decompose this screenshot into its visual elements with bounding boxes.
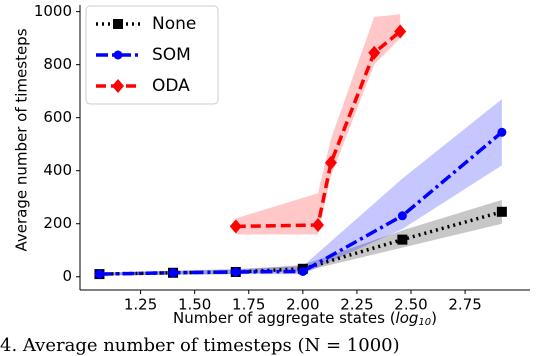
y-tick-label: 400 (43, 161, 72, 179)
marker (113, 19, 123, 29)
x-label-close: ) (431, 309, 437, 327)
marker (113, 50, 123, 60)
marker (397, 211, 407, 221)
y-tick-label: 1000 (34, 2, 72, 20)
marker (368, 45, 381, 60)
marker (168, 268, 178, 278)
confidence-band (99, 199, 502, 276)
x-tick-label: 2.75 (448, 296, 481, 314)
y-tick-label: 600 (43, 108, 72, 126)
marker (112, 79, 124, 93)
x-tick-label: 2.50 (394, 296, 427, 314)
series-line (235, 30, 402, 229)
series-line (99, 130, 503, 276)
y-tick-label: 800 (43, 55, 72, 73)
legend-label: None (152, 14, 196, 34)
x-axis-label: Number of aggregate states (log10) (173, 309, 437, 329)
marker (397, 234, 408, 245)
legend-box (85, 5, 219, 105)
x-tick-label: 1.75 (232, 296, 265, 314)
legend-label: SOM (152, 45, 191, 65)
y-tick-label: 200 (43, 214, 72, 232)
x-tick-label: 2.00 (286, 296, 319, 314)
x-tick-label: 1.50 (178, 296, 211, 314)
caption: 4. Average number of timesteps (N = 1000… (0, 335, 400, 356)
x-label-text: Number of aggregate states ( (173, 309, 396, 327)
marker (298, 266, 308, 276)
marker (231, 267, 241, 277)
marker (496, 206, 507, 217)
marker (394, 24, 407, 39)
confidence-band (99, 99, 502, 276)
x-label-log: log (396, 309, 419, 327)
marker (229, 219, 242, 234)
marker (94, 269, 104, 279)
y-tick-label: 0 (62, 267, 72, 285)
marker (324, 155, 337, 170)
legend-label: ODA (152, 76, 190, 96)
confidence-band (235, 14, 401, 235)
x-tick-label: 1.25 (124, 296, 157, 314)
marker (311, 218, 324, 233)
x-label-sub: 10 (418, 317, 431, 328)
x-tick-label: 2.25 (340, 296, 373, 314)
y-axis-label: Average number of timesteps (13, 28, 31, 251)
marker (497, 127, 507, 137)
